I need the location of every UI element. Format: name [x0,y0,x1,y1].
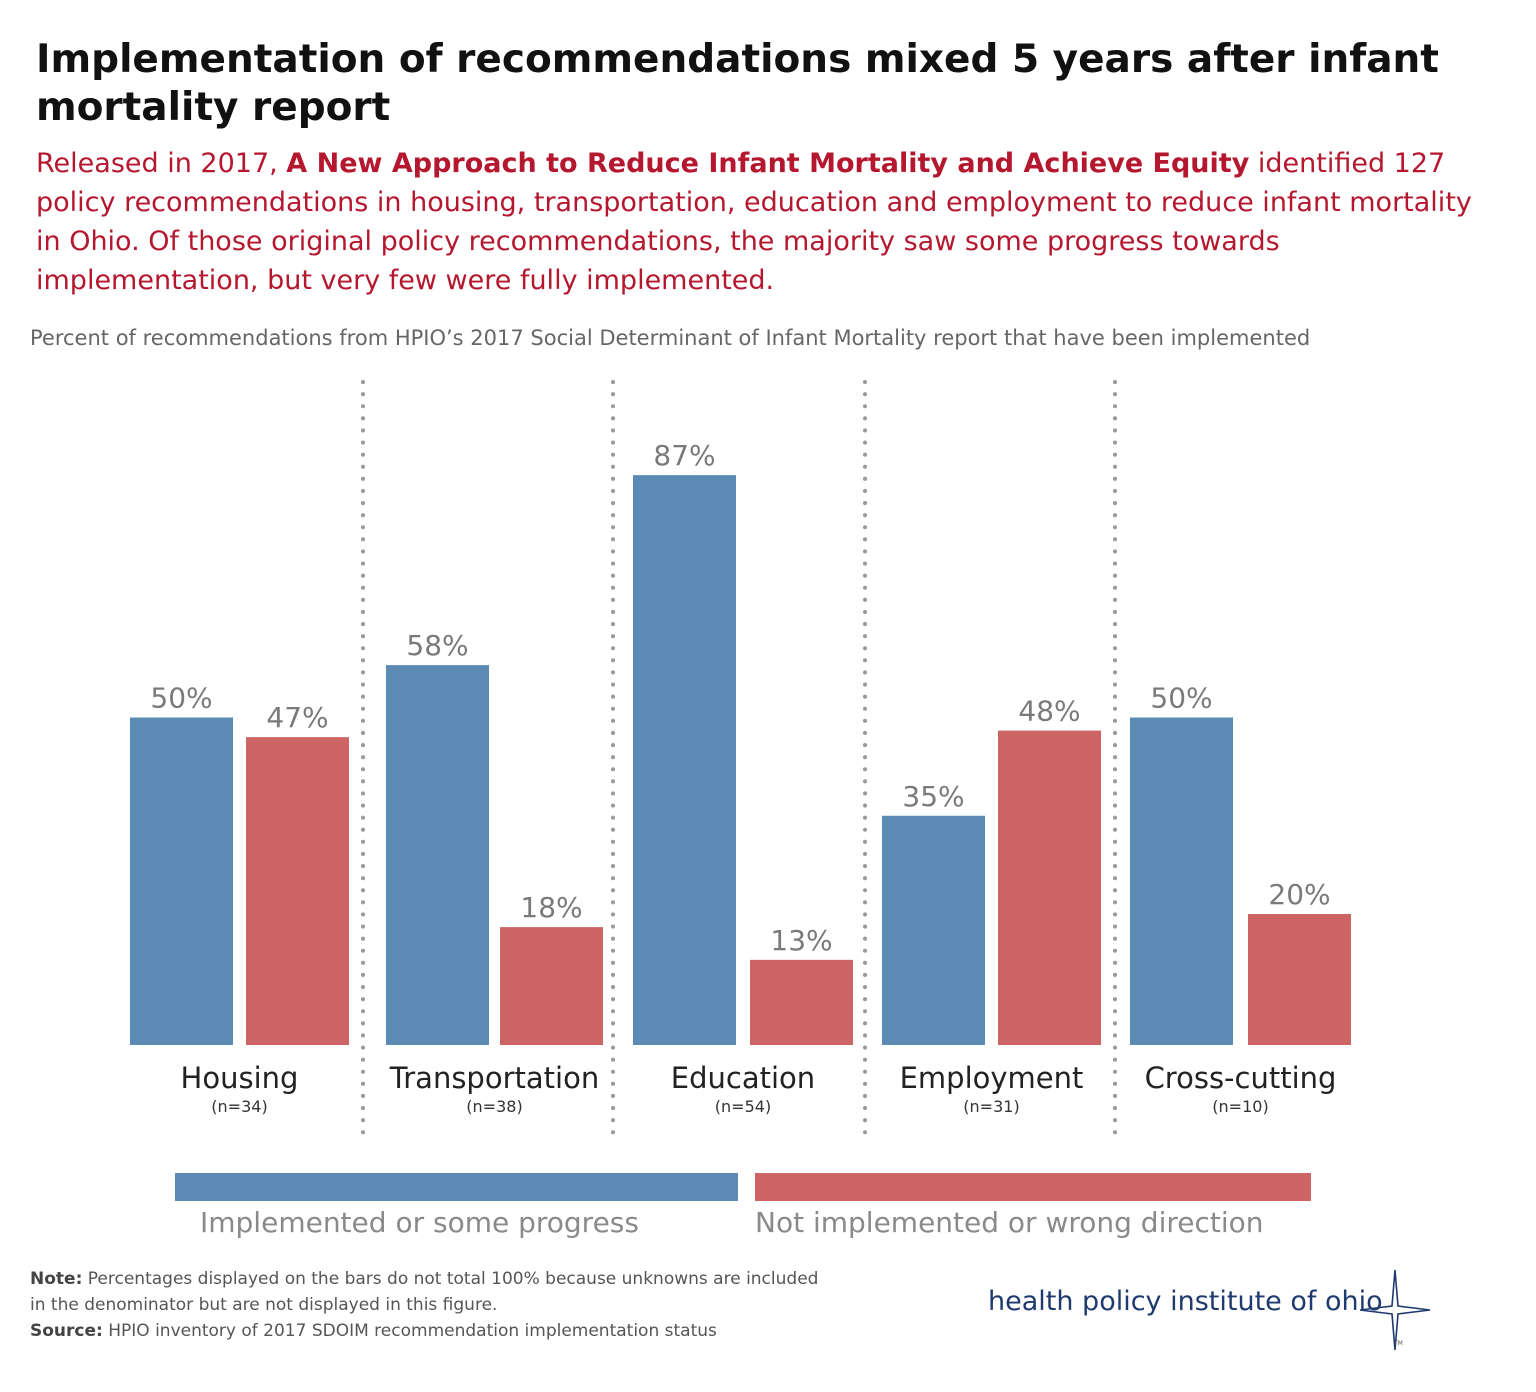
data-label: 48% [1018,695,1080,728]
data-label: 18% [520,891,582,924]
chart-notes: Note: Percentages displayed on the bars … [30,1266,830,1344]
bar-housing-not-implemented [246,737,349,1045]
source-text: HPIO inventory of 2017 SDOIM recommendat… [102,1321,717,1341]
data-label: 13% [770,924,832,957]
bar-education-not-implemented [750,959,853,1045]
category-count: (n=34) [211,1097,267,1116]
chart-subtitle: Released in 2017, A New Approach to Redu… [36,144,1496,300]
bar-cross-cutting-implemented [1130,717,1233,1045]
data-label: 50% [150,682,212,715]
category-label: Cross-cutting [1145,1061,1337,1095]
category-label: Education [671,1061,815,1095]
bar-transportation-not-implemented [500,927,603,1045]
note-label: Note: [30,1269,83,1289]
logo-text: health policy institute of ohio [988,1286,1383,1317]
chart-caption: Percent of recommendations from HPIO’s 2… [30,326,1311,350]
subtitle-prefix: Released in 2017, [36,148,287,179]
category-count: (n=38) [466,1097,522,1116]
bar-education-implemented [633,475,736,1045]
note-text: Percentages displayed on the bars do not… [30,1269,819,1315]
chart-title: Implementation of recommendations mixed … [36,37,1439,130]
bar-chart: 50% 47% Housing (n=34) 58% 18% Transportation (… [130,380,1351,1142]
category-count: (n=31) [963,1097,1019,1116]
legend-label-not-implemented: Not implemented or wrong direction [755,1206,1264,1239]
category-label: Employment [900,1061,1084,1095]
source-label: Source: [30,1321,103,1341]
category-count: (n=10) [1212,1097,1268,1116]
compass-star-icon [1360,1270,1430,1350]
data-label: 47% [266,701,328,734]
source-line: Source: HPIO inventory of 2017 SDOIM rec… [30,1318,830,1344]
data-label: 20% [1268,878,1330,911]
note-line: Note: Percentages displayed on the bars … [30,1266,830,1318]
hpio-logo: health policy institute of ohio TM [988,1270,1468,1358]
bar-housing-implemented [130,717,233,1045]
category-count: (n=54) [715,1097,771,1116]
data-label: 50% [1150,682,1212,715]
data-label: 58% [406,629,468,662]
data-label: 87% [653,439,715,472]
legend-swatch-not-implemented [755,1173,1311,1201]
category-label: Housing [181,1061,299,1095]
bar-cross-cutting-not-implemented [1248,914,1351,1045]
legend-swatch-implemented [175,1173,738,1201]
legend-label-implemented: Implemented or some progress [200,1206,639,1239]
data-label: 35% [902,780,964,813]
category-label: Transportation [389,1061,599,1095]
logo-trademark: TM [1394,1340,1403,1347]
bar-transportation-implemented [386,665,489,1045]
bar-employment-not-implemented [998,730,1101,1045]
subtitle-report-name: A New Approach to Reduce Infant Mortalit… [286,148,1250,179]
subtitle-suffix: identified 127 policy recommendations in… [36,148,1472,296]
bar-employment-implemented [882,815,985,1045]
